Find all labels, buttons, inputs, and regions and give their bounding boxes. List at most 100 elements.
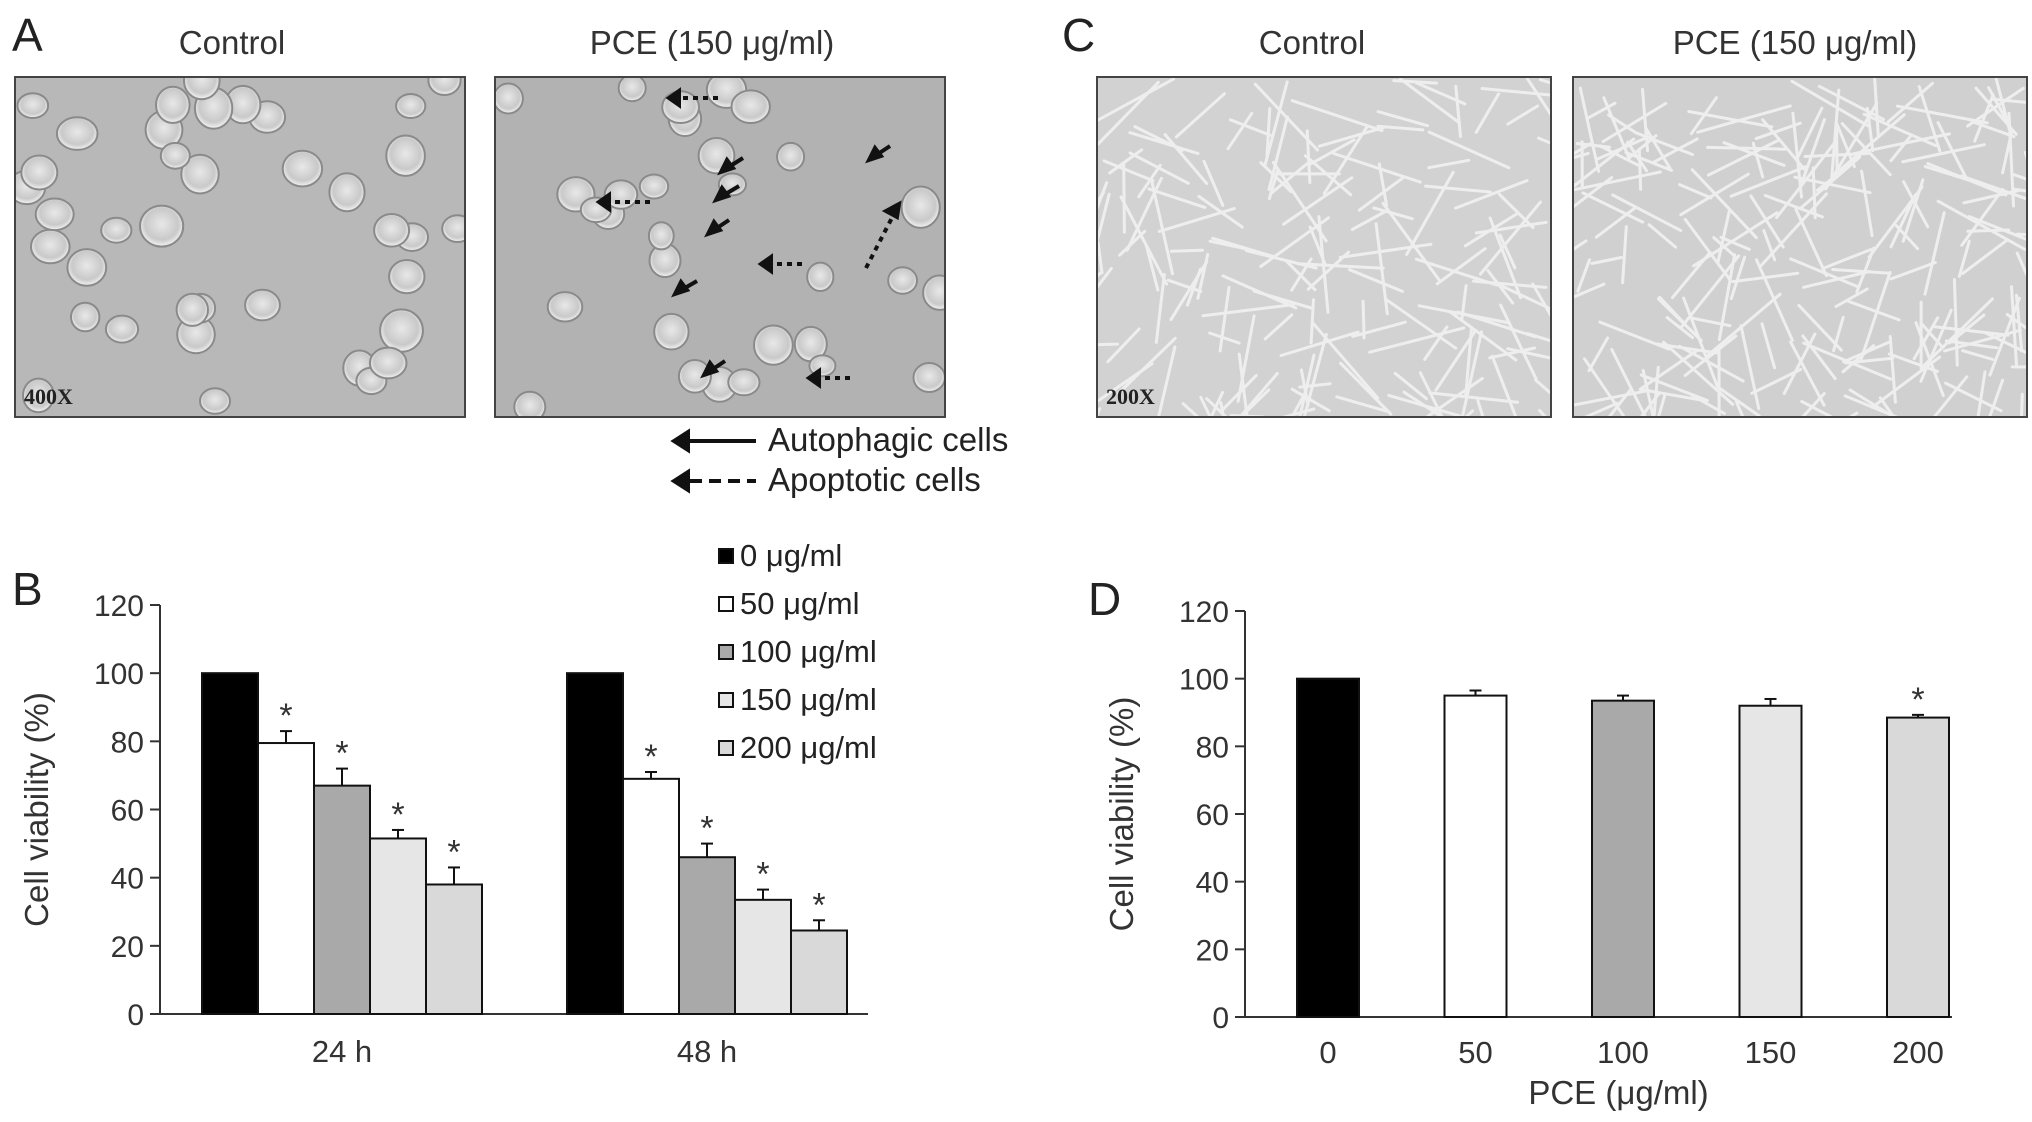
fiber-shape: [1687, 110, 1774, 129]
fiber-shape: [1760, 322, 1777, 370]
chart-b-legend-label: 50 μg/ml: [740, 586, 860, 621]
chart-d-x-axis-label: PCE (μg/ml): [1528, 1074, 1708, 1111]
fiber-shape: [1762, 229, 1777, 262]
fiber-shape: [1679, 172, 1750, 217]
fiber-shape: [1418, 371, 1444, 416]
fiber-shape: [1967, 215, 2026, 241]
cell-shape: [69, 301, 101, 333]
fiber-shape: [1961, 238, 2009, 275]
chart-b-significance-marker: *: [700, 810, 713, 848]
fiber-shape: [1199, 395, 1212, 416]
chart-b-y-tick-label: 80: [111, 726, 144, 759]
fiber-shape: [1506, 347, 1550, 360]
fiber-shape: [1901, 143, 1986, 164]
fiber-shape: [1335, 395, 1391, 414]
fiber-shape: [1590, 256, 1623, 265]
cell-shape: [753, 324, 794, 366]
fiber-shape: [1332, 152, 1422, 184]
fiber-shape: [1598, 144, 1640, 167]
panel-c-control-micrograph: 200X: [1096, 76, 1552, 418]
fiber-shape: [1873, 78, 1880, 137]
cell-shape: [441, 214, 464, 243]
fiber-shape: [1298, 382, 1332, 389]
fiber-shape: [1311, 321, 1380, 400]
chart-b-y-tick-label: 60: [111, 795, 144, 828]
panel-a-treated-title: PCE (150 μg/ml): [589, 24, 835, 61]
chart-b-significance-marker: *: [756, 856, 769, 894]
fiber-shape: [1298, 353, 1316, 416]
fiber-shape: [1428, 391, 1519, 404]
fiber-shape: [1263, 80, 1289, 168]
fiber-shape: [1574, 141, 1594, 156]
fiber-shape: [1706, 292, 1782, 357]
fiber-shape: [1282, 407, 1316, 416]
cell-shape: [155, 85, 191, 124]
fiber-shape: [1860, 169, 1874, 238]
fiber-shape: [2012, 173, 2026, 181]
fiber-shape: [1584, 401, 1619, 416]
chart-d-bar: [1886, 716, 1950, 1018]
chart-b-bar: [790, 929, 848, 1016]
fiber-shape: [1108, 148, 1144, 175]
fiber-shape: [1434, 329, 1477, 392]
fiber-shape: [1574, 389, 1649, 407]
fiber-shape: [1461, 330, 1483, 416]
chart-d-category-label: 150: [1745, 1035, 1797, 1070]
chart-b-category-label: 24 h: [312, 1034, 372, 1069]
fiber-shape: [1801, 334, 1837, 381]
fiber-shape: [1691, 316, 1732, 328]
fiber-shape: [1923, 211, 1946, 296]
fiber-shape: [1476, 398, 1485, 416]
fiber-shape: [1098, 78, 1176, 122]
fiber-shape: [1472, 279, 1548, 289]
apoptotic-legend-label: Apoptotic cells: [768, 461, 981, 498]
cell-shape: [496, 82, 524, 115]
cell-shape: [776, 141, 806, 172]
fiber-shape: [1639, 388, 1707, 403]
fiber-shape: [1376, 124, 1425, 132]
fiber-shape: [1317, 126, 1386, 148]
fiber-shape: [1923, 165, 1983, 186]
cell-shape: [546, 291, 584, 323]
fiber-shape: [1944, 339, 1999, 350]
fiber-shape: [1174, 92, 1226, 139]
fiber-shape: [1201, 303, 1295, 318]
fiber-shape: [1454, 84, 1462, 138]
cell-shape: [175, 292, 210, 327]
fiber-shape: [1936, 121, 1967, 179]
fiber-shape: [1574, 282, 1606, 299]
fiber-shape: [1763, 194, 1824, 219]
cell-shape: [653, 312, 690, 351]
chart-d-bar: [1591, 699, 1655, 1018]
cell-shape: [199, 387, 231, 415]
fiber-shape: [1157, 345, 1177, 416]
fiber-shape: [1761, 118, 1808, 173]
fiber-shape: [2010, 285, 2019, 369]
fiber-shape: [1538, 409, 1547, 416]
fiber-shape: [1269, 161, 1310, 195]
cell-shape: [20, 154, 59, 191]
cell-shape: [55, 116, 99, 151]
fiber-shape: [2001, 129, 2014, 175]
chart-d-bar: [1443, 694, 1508, 1018]
fiber-shape: [1641, 369, 1655, 416]
fiber-shape: [1098, 267, 1113, 289]
fiber-shape: [1499, 303, 1538, 381]
fiber-shape: [1961, 349, 1995, 361]
chart-d-y-axis-label: Cell viability (%): [1103, 697, 1140, 932]
fiber-shape: [1449, 310, 1518, 362]
fiber-shape: [1917, 85, 1942, 153]
fiber-shape: [1706, 138, 1781, 177]
fiber-shape: [1831, 268, 1892, 275]
fiber-shape: [1424, 184, 1492, 194]
chart-b-legend-label: 0 μg/ml: [740, 538, 843, 573]
fiber-shape: [1128, 131, 1200, 155]
fiber-shape: [1914, 321, 1945, 398]
fiber-shape: [1208, 331, 1241, 345]
fiber-shape: [1933, 375, 1969, 416]
cell-shape: [806, 261, 835, 293]
fiber-shape: [1351, 320, 1407, 338]
fiber-shape: [1611, 193, 1683, 233]
chart-b-y-axis-label: Cell viability (%): [18, 692, 55, 927]
fiber-shape: [1988, 378, 2005, 416]
